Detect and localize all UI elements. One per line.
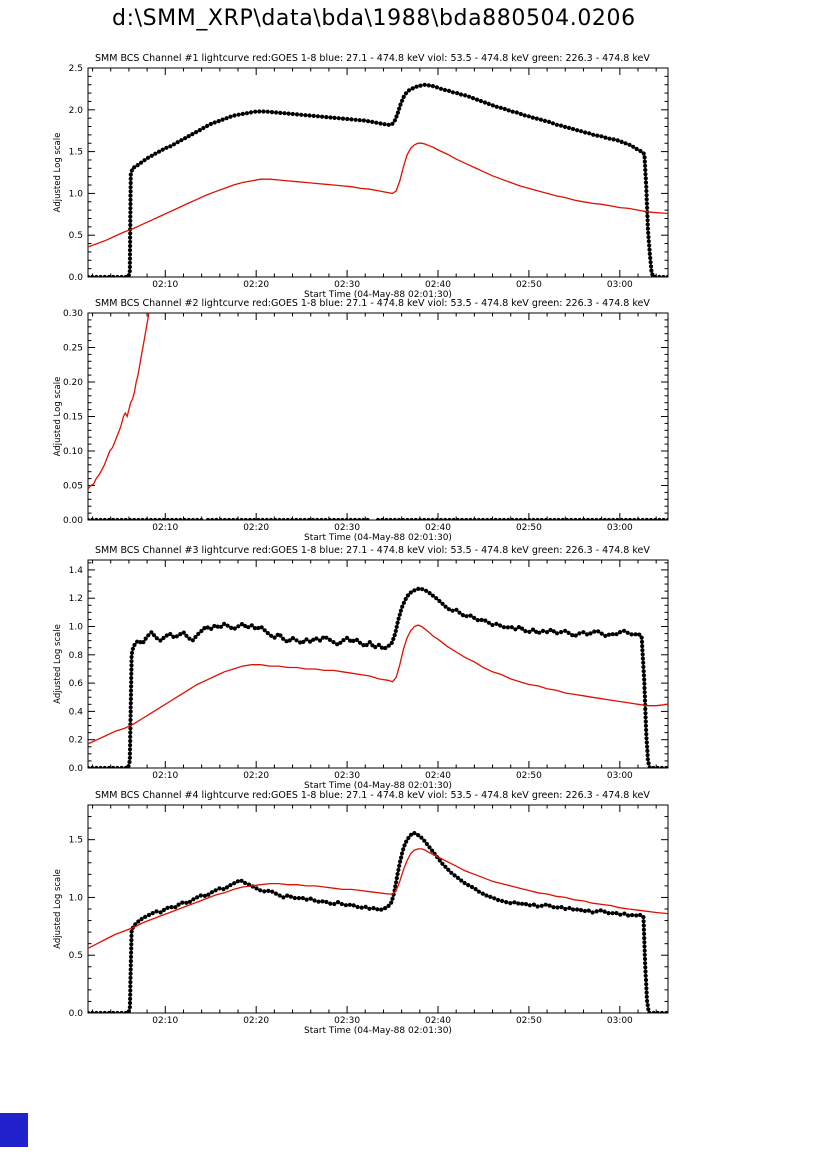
- x-tick-label: 02:10: [152, 280, 178, 290]
- y-axis-label: Adjusted Log scale: [53, 377, 63, 457]
- y-axis-label: Adjusted Log scale: [53, 133, 63, 213]
- y-tick-label: 0.6: [69, 679, 84, 689]
- x-axis-title: Start Time (04-May-88 02:01:30): [304, 1026, 452, 1036]
- x-axis-title: Start Time (04-May-88 02:01:30): [304, 290, 452, 300]
- y-tick-label: 0.0: [69, 1009, 84, 1019]
- x-tick-label: 02:50: [516, 280, 542, 290]
- goes-series: [88, 624, 668, 745]
- y-tick-label: 0.00: [63, 516, 83, 526]
- window-title: d:\SMM_XRP\data\bda\1988\bda880504.0206: [112, 6, 636, 31]
- lightcurve-panel-1: SMM BCS Channel #1 lightcurve red:GOES 1…: [53, 53, 669, 300]
- panel-title: SMM BCS Channel #2 lightcurve red:GOES 1…: [95, 298, 650, 309]
- x-tick-label: 02:30: [334, 280, 360, 290]
- bcs-series: [88, 517, 668, 520]
- x-tick-label: 02:20: [243, 280, 269, 290]
- x-tick-label: 02:30: [334, 1016, 360, 1026]
- y-tick-label: 0.10: [63, 447, 83, 457]
- panel-title: SMM BCS Channel #3 lightcurve red:GOES 1…: [95, 545, 650, 556]
- y-tick-label: 1.5: [69, 148, 83, 158]
- lightcurve-panel-3: SMM BCS Channel #3 lightcurve red:GOES 1…: [53, 545, 669, 791]
- x-tick-label: 02:50: [516, 771, 542, 781]
- x-tick-label: 03:00: [607, 523, 633, 533]
- x-tick-label: 02:30: [334, 523, 360, 533]
- y-tick-label: 2.0: [69, 106, 84, 116]
- y-tick-label: 0.5: [69, 231, 83, 241]
- bcs-series: [88, 586, 668, 768]
- blue-square: [0, 1113, 28, 1147]
- y-tick-label: 0.25: [63, 344, 83, 354]
- lightcurve-panel-2: SMM BCS Channel #2 lightcurve red:GOES 1…: [53, 298, 669, 543]
- goes-series: [88, 848, 668, 949]
- x-tick-label: 02:40: [425, 523, 451, 533]
- goes-series: [88, 142, 668, 248]
- x-tick-label: 02:20: [243, 523, 269, 533]
- x-tick-label: 02:50: [516, 523, 542, 533]
- x-tick-label: 02:10: [152, 1016, 178, 1026]
- y-tick-label: 0.15: [63, 413, 83, 423]
- x-tick-label: 02:20: [243, 1016, 269, 1026]
- panel-title: SMM BCS Channel #1 lightcurve red:GOES 1…: [95, 53, 650, 64]
- x-tick-label: 02:50: [516, 1016, 542, 1026]
- x-tick-label: 02:40: [425, 1016, 451, 1026]
- y-tick-label: 1.5: [69, 836, 83, 846]
- plot-box: [87, 312, 669, 521]
- x-axis-title: Start Time (04-May-88 02:01:30): [304, 533, 452, 543]
- plot-box: [87, 559, 669, 769]
- y-tick-label: 2.5: [69, 64, 83, 74]
- y-tick-label: 1.0: [69, 893, 84, 903]
- y-tick-label: 0.05: [63, 482, 83, 492]
- x-tick-label: 02:10: [152, 523, 178, 533]
- y-tick-label: 0.0: [69, 764, 84, 774]
- plot-box: [87, 67, 669, 278]
- bcs-series: [88, 831, 668, 1013]
- lightcurve-panel-4: SMM BCS Channel #4 lightcurve red:GOES 1…: [53, 790, 669, 1036]
- y-tick-label: 0.0: [69, 273, 84, 283]
- y-tick-label: 1.0: [69, 189, 84, 199]
- y-tick-label: 0.20: [63, 378, 83, 388]
- x-tick-label: 03:00: [607, 280, 633, 290]
- x-tick-label: 02:40: [425, 280, 451, 290]
- panel-title: SMM BCS Channel #4 lightcurve red:GOES 1…: [95, 790, 650, 801]
- y-tick-label: 0.5: [69, 951, 83, 961]
- y-tick-label: 1.0: [69, 623, 84, 633]
- y-tick-label: 0.8: [69, 651, 84, 661]
- goes-series: [88, 313, 150, 490]
- y-tick-label: 0.4: [69, 707, 84, 717]
- x-tick-label: 02:10: [152, 771, 178, 781]
- x-tick-label: 03:00: [607, 1016, 633, 1026]
- y-tick-label: 1.2: [69, 594, 83, 604]
- x-tick-label: 03:00: [607, 771, 633, 781]
- x-tick-label: 02:20: [243, 771, 269, 781]
- y-axis-label: Adjusted Log scale: [53, 624, 63, 704]
- x-axis-title: Start Time (04-May-88 02:01:30): [304, 781, 452, 791]
- y-tick-label: 0.2: [69, 736, 83, 746]
- y-tick-label: 1.4: [69, 566, 84, 576]
- y-axis-label: Adjusted Log scale: [53, 869, 63, 949]
- x-tick-label: 02:30: [334, 771, 360, 781]
- x-tick-label: 02:40: [425, 771, 451, 781]
- y-tick-label: 0.30: [63, 309, 83, 319]
- bcs-series: [88, 82, 668, 277]
